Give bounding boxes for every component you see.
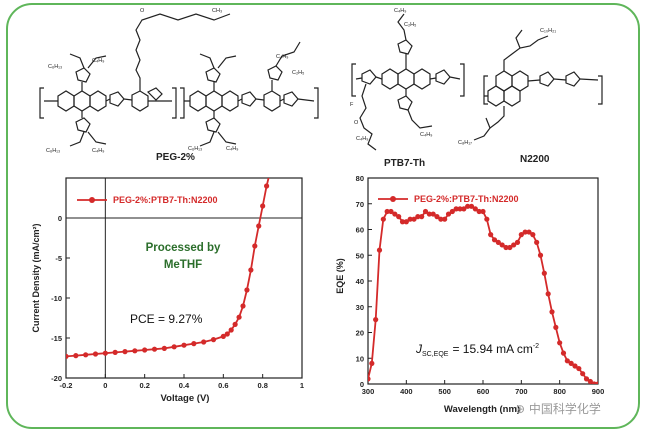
watermark-logo: ⊕ 中国科学化学 [515, 402, 601, 416]
svg-text:F: F [350, 102, 354, 108]
structure-label-peg: PEG-2% [156, 152, 195, 163]
svg-text:C₆H₁₃: C₆H₁₃ [46, 148, 60, 154]
svg-text:C₄H₉: C₄H₉ [92, 58, 104, 64]
svg-text:C₄H₉: C₄H₉ [226, 146, 238, 152]
chemical-structures: C₆H₁₃ C₄H₉ C₆H₁₃ C₄H₉ C₆H₁₃ C₄H₉ C₄H₉ C₂H₅ O… [39, 8, 603, 154]
n2200-structure [473, 29, 603, 141]
svg-text:C₄H₉: C₄H₉ [420, 132, 432, 138]
svg-text:C₄H₉: C₄H₉ [92, 148, 104, 154]
svg-text:C₈H₁₇: C₈H₁₇ [458, 140, 472, 146]
svg-text:C₆H₁₃: C₆H₁₃ [188, 146, 202, 152]
structure-label-ptb7th: PTB7-Th [384, 158, 426, 169]
svg-text:C₂H₅: C₂H₅ [292, 70, 304, 76]
svg-text:C₄H₉: C₄H₉ [276, 54, 288, 60]
svg-text:O: O [354, 120, 359, 126]
svg-text:C₂H₅: C₂H₅ [404, 22, 416, 28]
ptb7th-structure [351, 13, 465, 151]
peg-structure [39, 13, 319, 147]
svg-text:O: O [140, 8, 145, 14]
svg-text:C₄H₉: C₄H₉ [394, 8, 406, 14]
structure-label-n2200: N2200 [520, 154, 550, 165]
svg-text:C₆H₁₃: C₆H₁₃ [48, 64, 62, 70]
svg-text:CH₃: CH₃ [212, 8, 222, 14]
svg-text:C₁₀H₂₁: C₁₀H₂₁ [540, 28, 556, 34]
svg-text:C₄H₉: C₄H₉ [356, 136, 368, 142]
figure-frame [6, 3, 640, 429]
